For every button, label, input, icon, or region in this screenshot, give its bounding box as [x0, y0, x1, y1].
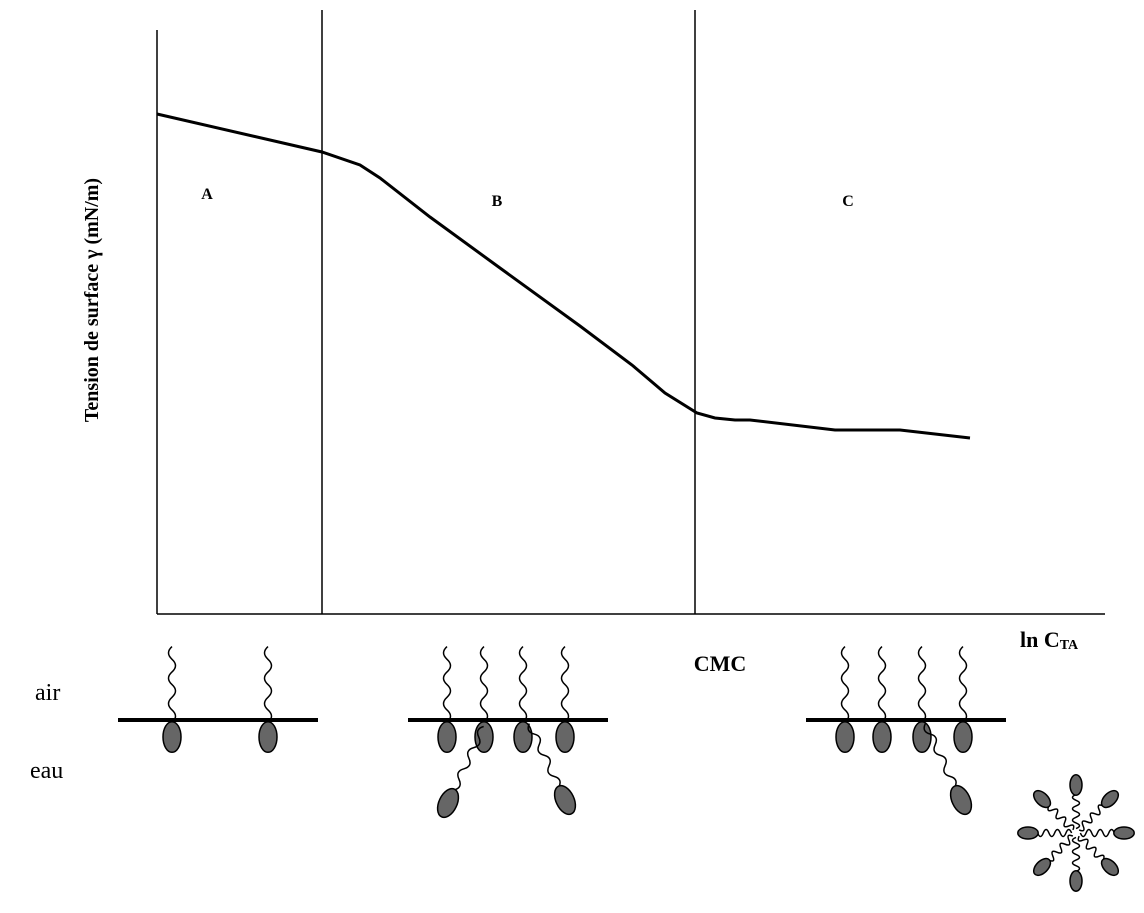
phase-label: air	[35, 680, 60, 706]
tail	[263, 646, 273, 724]
tail	[840, 646, 850, 724]
x-axis-label-sub: TA	[1060, 638, 1079, 653]
region-label: C	[842, 193, 854, 210]
head	[949, 784, 973, 816]
tail	[518, 646, 528, 724]
surfactant	[953, 646, 973, 754]
head	[1113, 826, 1135, 840]
tail	[560, 646, 570, 724]
x-axis-label-main: ln C	[1020, 627, 1060, 652]
tail	[1071, 793, 1081, 830]
surfactant	[1032, 789, 1075, 831]
head	[1069, 870, 1083, 892]
surfactant	[555, 646, 575, 754]
surfactant	[1032, 834, 1074, 877]
head	[555, 720, 575, 754]
surfactant	[258, 646, 278, 754]
tail	[1078, 804, 1104, 832]
head	[953, 720, 973, 754]
head	[437, 720, 457, 754]
tail	[479, 646, 489, 724]
surfactant	[527, 723, 577, 816]
surfactant	[1069, 774, 1083, 830]
tail	[958, 646, 968, 724]
tail	[1047, 805, 1075, 831]
surfactant	[436, 725, 484, 819]
molecules	[162, 646, 1135, 892]
surfactant	[923, 723, 973, 816]
tail	[1077, 835, 1105, 861]
y-axis-label: Tension de surface γ (mN/m)	[81, 178, 103, 422]
head	[912, 720, 932, 754]
head	[1017, 826, 1039, 840]
tail	[442, 646, 452, 724]
surfactant	[1069, 836, 1083, 892]
x-axis-label: ln CTA	[1020, 627, 1079, 653]
tail	[167, 646, 177, 724]
head	[513, 720, 533, 754]
surfactant	[1078, 789, 1120, 832]
phase-label: eau	[30, 758, 63, 784]
tail	[453, 725, 484, 791]
head	[1032, 789, 1052, 809]
head	[872, 720, 892, 754]
head	[1100, 789, 1120, 809]
tail	[1036, 828, 1073, 838]
surfactant	[872, 646, 892, 754]
region-label: B	[492, 193, 503, 210]
surfactant	[835, 646, 855, 754]
surfactant	[513, 646, 533, 754]
head	[835, 720, 855, 754]
tail	[923, 723, 957, 788]
axes	[156, 10, 1105, 615]
surfactant	[437, 646, 457, 754]
cmc-label: CMC	[694, 651, 747, 676]
surfactant	[1079, 826, 1135, 840]
tail	[527, 723, 561, 788]
tail	[1079, 828, 1116, 838]
head	[1032, 857, 1052, 877]
head	[1069, 774, 1083, 796]
region-label: A	[201, 186, 213, 203]
tail	[1048, 834, 1074, 862]
head	[162, 720, 182, 754]
head	[436, 787, 460, 819]
tail	[917, 646, 927, 724]
tail	[877, 646, 887, 724]
tension-curve	[156, 112, 971, 440]
surfactant	[1017, 826, 1073, 840]
head	[553, 784, 577, 816]
head	[258, 720, 278, 754]
head	[474, 720, 494, 754]
tail	[1071, 836, 1081, 873]
surfactant	[1077, 835, 1120, 877]
surfactant	[912, 646, 932, 754]
surfactant	[162, 646, 182, 754]
head	[1100, 857, 1120, 877]
